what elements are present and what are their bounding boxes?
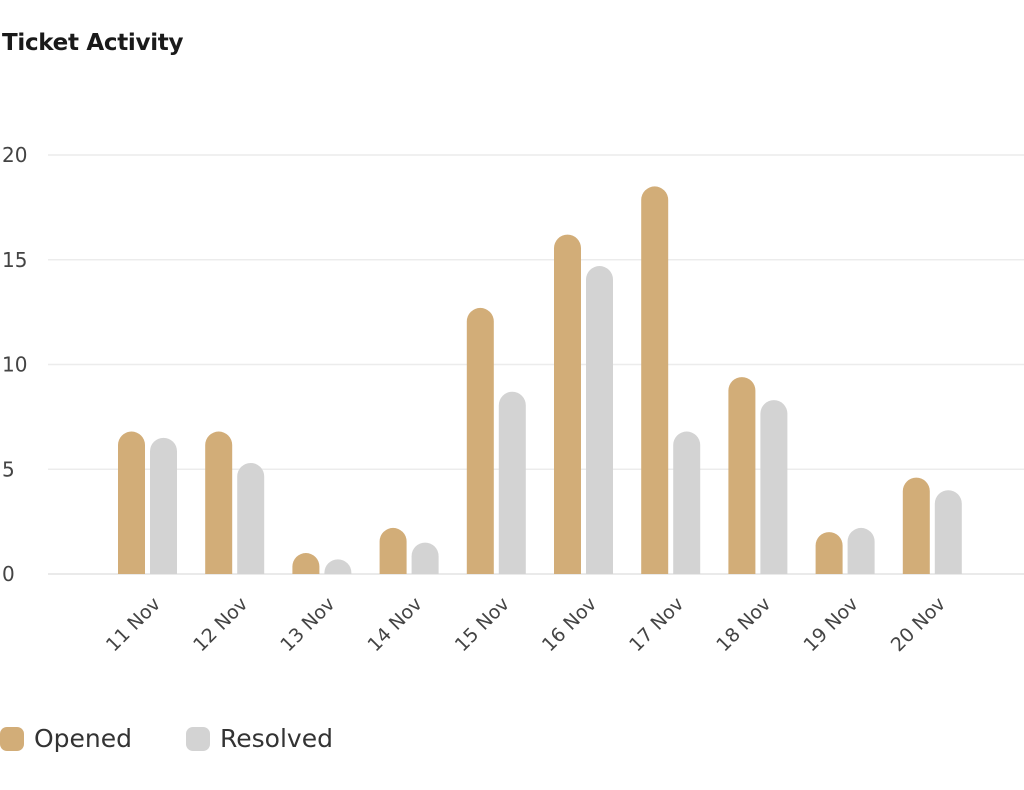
bar-resolved-17-nov[interactable] bbox=[673, 431, 701, 574]
bar-opened-17-nov[interactable] bbox=[641, 186, 669, 575]
legend-label-opened: Opened bbox=[34, 724, 133, 753]
legend-swatch-resolved bbox=[186, 726, 211, 751]
bar-resolved-20-nov[interactable] bbox=[934, 490, 962, 574]
bar-opened-15-nov[interactable] bbox=[466, 307, 494, 574]
bar-opened-11-nov[interactable] bbox=[118, 431, 145, 574]
y-tick-label: 0 bbox=[2, 562, 15, 586]
legend-swatch-opened bbox=[0, 726, 24, 751]
x-tick-label: 18 Nov bbox=[712, 593, 775, 656]
x-tick-label: 11 Nov bbox=[102, 593, 165, 656]
y-axis-ticks: 0 5 10 15 20 bbox=[2, 143, 27, 586]
x-tick-label: 19 Nov bbox=[799, 593, 862, 656]
x-tick-label: 16 Nov bbox=[538, 593, 601, 656]
x-tick-label: 20 Nov bbox=[887, 593, 950, 656]
y-tick-label: 15 bbox=[2, 248, 27, 272]
legend-item-opened[interactable]: Opened bbox=[0, 724, 132, 753]
bar-opened-12-nov[interactable] bbox=[205, 431, 233, 574]
x-tick-label: 17 Nov bbox=[625, 593, 688, 656]
y-tick-label: 10 bbox=[2, 353, 27, 377]
chart-title: Ticket Activity bbox=[2, 30, 184, 56]
bars bbox=[118, 186, 962, 575]
bar-resolved-19-nov[interactable] bbox=[847, 527, 875, 574]
bar-resolved-14-nov[interactable] bbox=[411, 542, 439, 574]
legend: Opened Resolved bbox=[0, 724, 333, 753]
y-tick-label: 20 bbox=[2, 143, 27, 167]
bar-resolved-15-nov[interactable] bbox=[498, 391, 526, 574]
bar-opened-13-nov[interactable] bbox=[292, 553, 320, 574]
bar-resolved-16-nov[interactable] bbox=[586, 266, 613, 574]
bar-resolved-12-nov[interactable] bbox=[237, 462, 265, 574]
legend-item-resolved[interactable]: Resolved bbox=[186, 724, 333, 753]
legend-label-resolved: Resolved bbox=[220, 724, 333, 753]
x-tick-label: 15 Nov bbox=[451, 593, 514, 656]
bar-resolved-11-nov[interactable] bbox=[150, 437, 177, 574]
y-tick-label: 5 bbox=[2, 457, 15, 481]
bar-opened-20-nov[interactable] bbox=[902, 477, 930, 574]
x-tick-label: 12 Nov bbox=[189, 593, 252, 656]
bar-opened-19-nov[interactable] bbox=[815, 532, 843, 574]
bar-opened-14-nov[interactable] bbox=[379, 527, 407, 574]
x-tick-label: 14 Nov bbox=[363, 593, 426, 656]
bar-resolved-18-nov[interactable] bbox=[760, 400, 788, 574]
bar-opened-16-nov[interactable] bbox=[554, 234, 581, 575]
x-axis-ticks: 11 Nov 12 Nov 13 Nov 14 Nov 15 Nov 16 Nov 17 N… bbox=[102, 593, 950, 656]
bar-opened-18-nov[interactable] bbox=[728, 377, 756, 574]
grid-lines bbox=[48, 154, 1024, 575]
bar-resolved-13-nov[interactable] bbox=[324, 559, 352, 574]
x-tick-label: 13 Nov bbox=[276, 593, 339, 656]
